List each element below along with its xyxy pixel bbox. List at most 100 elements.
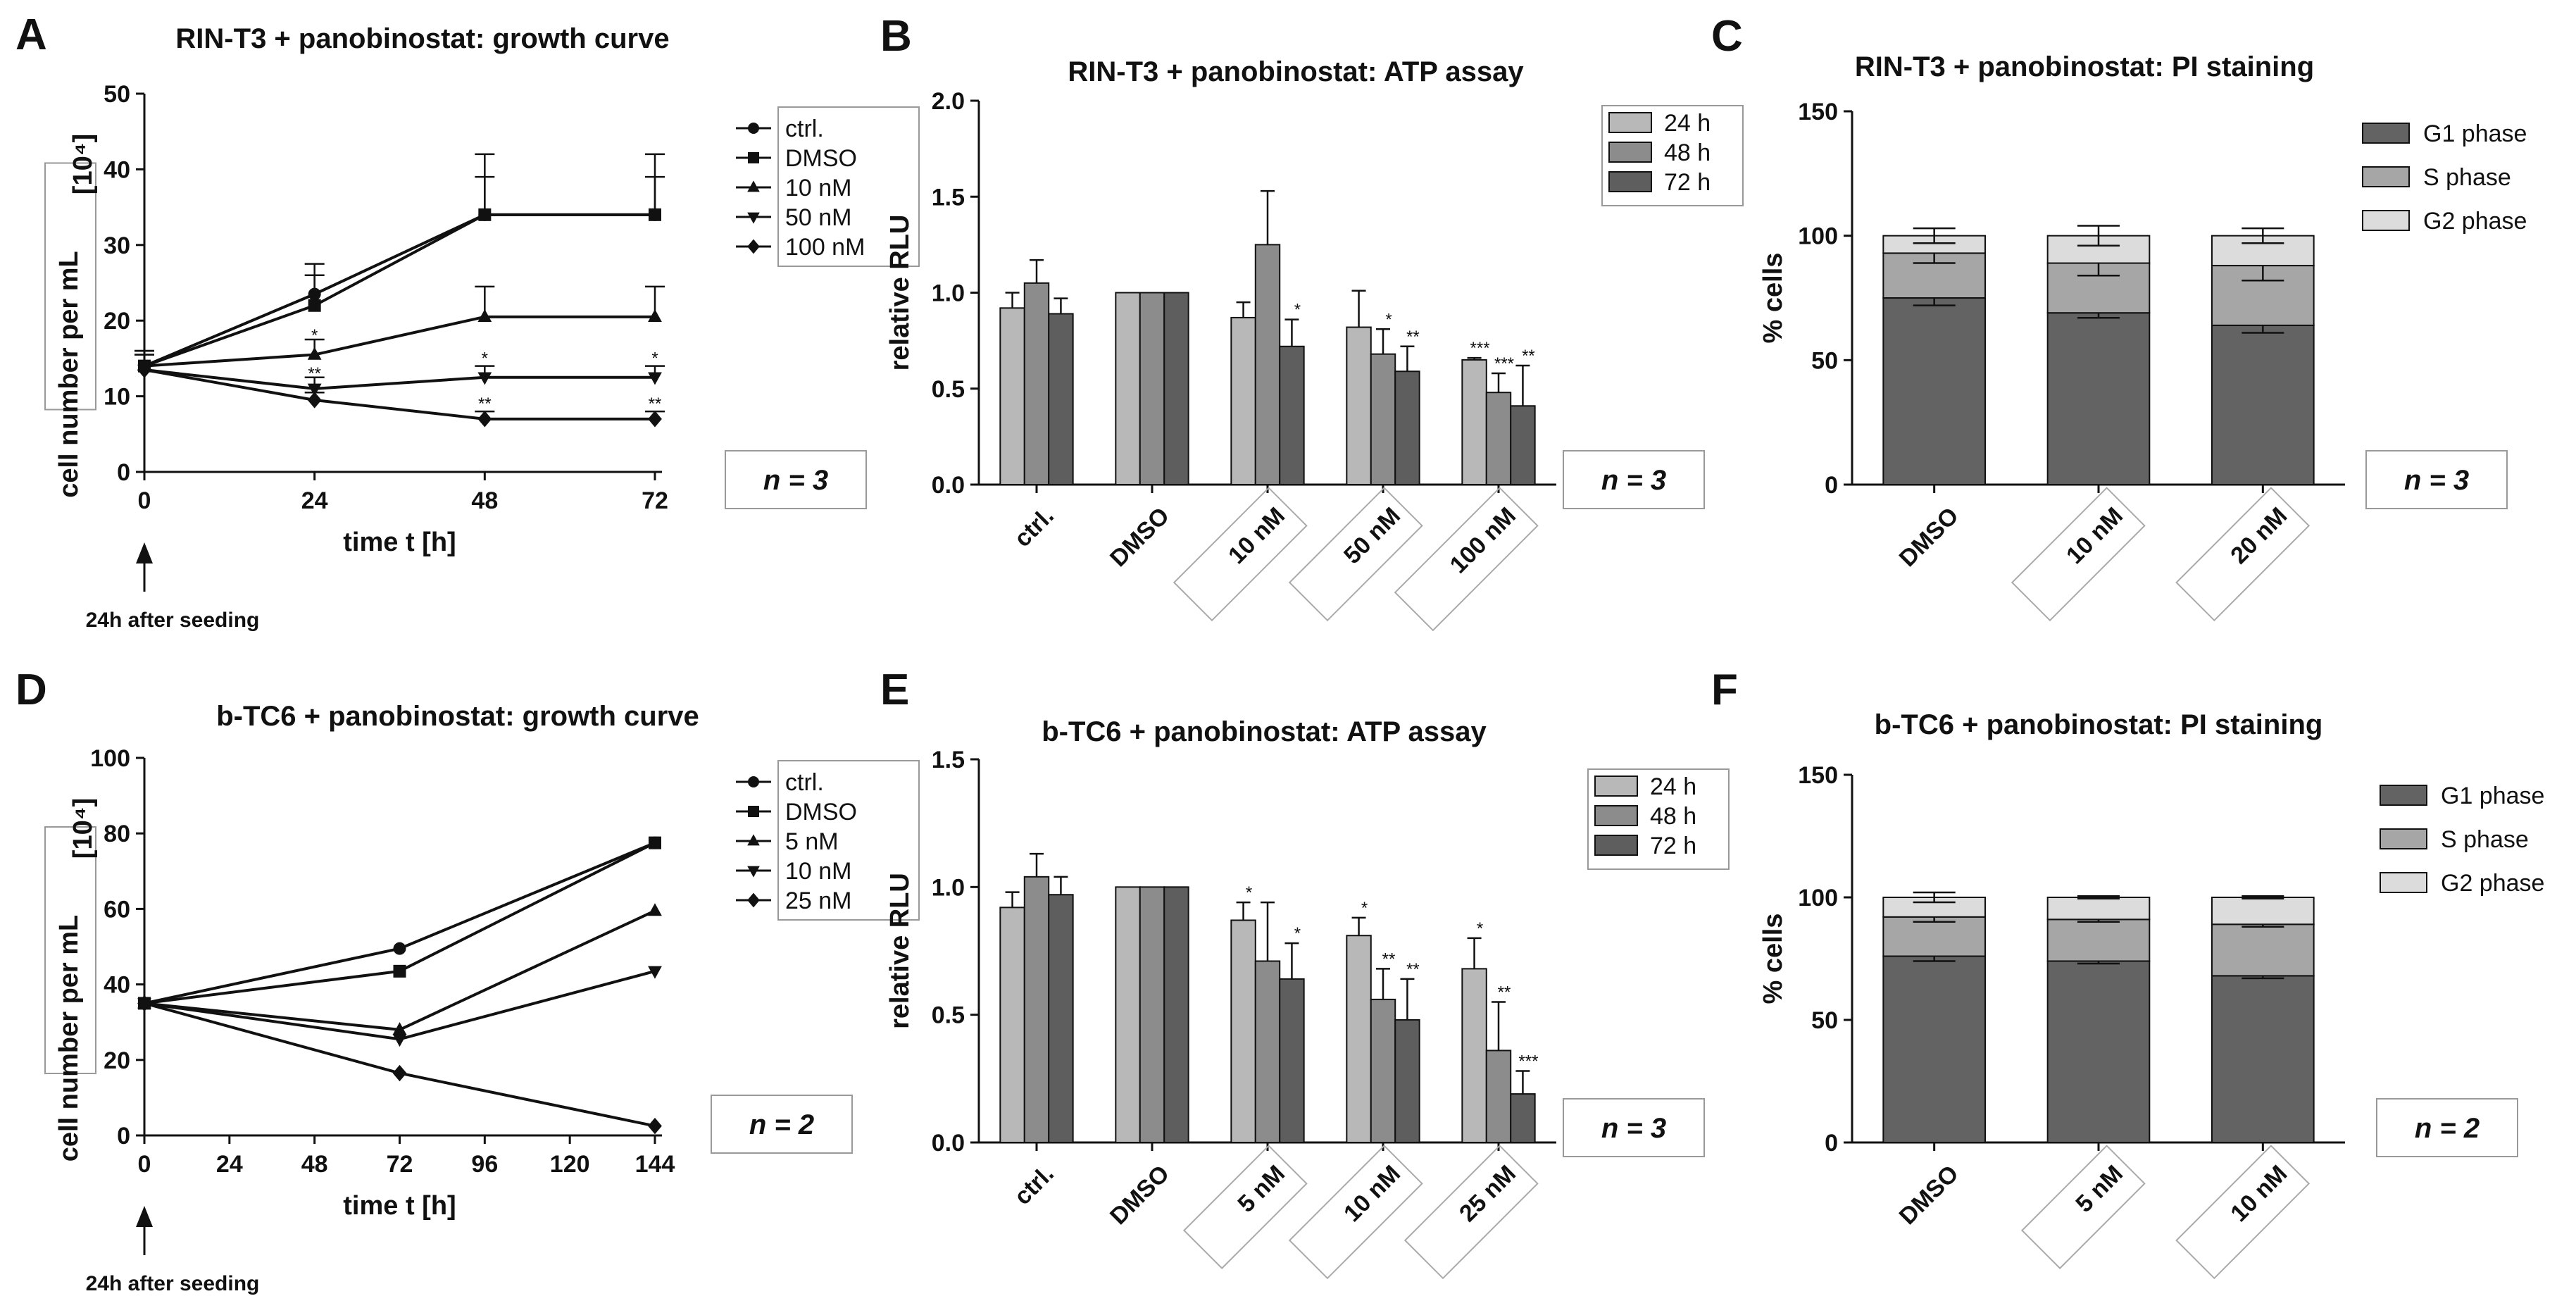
n-label: n = 3 — [1601, 1113, 1666, 1144]
legend-label: 72 h — [1650, 833, 1696, 859]
x-tick-label-box — [1182, 1145, 1308, 1270]
seeding-note: 24h after seeding — [86, 609, 260, 632]
x-tick-label-group: 10 nM — [1288, 1145, 1423, 1280]
data-point — [649, 208, 661, 221]
legend-label: ctrl. — [785, 769, 824, 796]
legend-swatch — [1608, 171, 1652, 192]
x-tick-label: 24 — [301, 487, 328, 514]
y-tick-label: 1.5 — [932, 184, 965, 211]
x-tick-label: DMSO — [1105, 502, 1175, 572]
y-axis-label: relative RLU — [885, 873, 915, 1029]
legend-box — [777, 106, 920, 267]
data-point — [477, 309, 492, 323]
legend-box — [777, 760, 920, 921]
significance-label: ** — [308, 364, 321, 383]
bar — [1370, 998, 1396, 1143]
legend-label: 72 h — [1664, 169, 1711, 196]
y-tick-label: 50 — [104, 81, 130, 108]
legend-marker — [747, 834, 760, 846]
y-axis-unit: [10⁴] — [68, 134, 98, 194]
y-tick-label: 0 — [1825, 472, 1838, 499]
legend-marker — [747, 239, 760, 254]
data-point — [478, 208, 492, 221]
chart-title: RIN-T3 + panobinostat: growth curve — [175, 23, 669, 54]
x-tick-label-group: DMSO — [1894, 1160, 1964, 1230]
data-point — [648, 966, 662, 979]
legend-label: 10 nM — [785, 858, 852, 885]
y-axis-label: cell number per mL — [54, 251, 84, 498]
n-label-box — [725, 450, 867, 509]
x-tick-label: 10 nM — [1223, 502, 1290, 569]
bar — [1510, 1093, 1536, 1144]
series-line-25 nM — [144, 1002, 656, 1128]
x-tick-label-box — [1288, 487, 1423, 622]
x-tick-label: 144 — [635, 1151, 675, 1178]
x-axis-label: time t [h] — [343, 1191, 456, 1221]
x-tick-label-group: 5 nM — [2020, 1145, 2146, 1270]
y-axis-label-box — [44, 162, 96, 411]
legend-marker — [748, 152, 759, 163]
x-tick-label: 50 nM — [1339, 502, 1406, 569]
stacked-bar-segment — [1882, 916, 1986, 957]
y-axis-label: cell number per mL — [54, 915, 84, 1162]
legend-label: ctrl. — [785, 116, 824, 142]
legend-label: S phase — [2423, 164, 2511, 191]
significance-label: * — [1294, 924, 1301, 943]
chart-title: b-TC6 + panobinostat: ATP assay — [1042, 716, 1487, 747]
x-tick-label: 0 — [138, 487, 151, 514]
legend-label: 24 h — [1650, 773, 1696, 800]
bar — [1394, 1019, 1420, 1144]
legend-label: DMSO — [785, 799, 857, 826]
legend-swatch — [2380, 828, 2427, 849]
x-tick-label: ctrl. — [1009, 1160, 1059, 1210]
x-tick-label-group: DMSO — [1105, 502, 1175, 572]
series-line-DMSO — [144, 213, 655, 368]
data-point — [392, 1022, 407, 1035]
chart-title: b-TC6 + panobinostat: PI staining — [1875, 709, 2323, 740]
y-tick-label: 0.5 — [932, 1002, 965, 1029]
y-tick-label: 100 — [1798, 223, 1838, 250]
series-line-ctrl. — [144, 213, 655, 368]
legend-label: S phase — [2441, 826, 2529, 853]
x-tick-label: ctrl. — [1009, 502, 1059, 552]
y-tick-label: 0.0 — [932, 1130, 965, 1157]
series-line-ctrl. — [144, 841, 656, 1005]
stacked-bar-segment — [2046, 918, 2151, 962]
legend-swatch — [2380, 785, 2427, 806]
legend-swatch — [2362, 166, 2410, 187]
legend-swatch — [1594, 835, 1638, 856]
x-tick-label: DMSO — [1894, 502, 1964, 572]
data-point — [648, 1117, 662, 1135]
x-tick-label: 72 — [642, 487, 668, 514]
bar — [1279, 345, 1305, 485]
x-tick-label-group: 20 nM — [2175, 487, 2311, 622]
y-tick-label: 150 — [1798, 99, 1838, 125]
bar — [1023, 876, 1050, 1143]
legend-marker — [747, 212, 760, 224]
legend-swatch — [2380, 872, 2427, 893]
data-point — [307, 347, 322, 360]
data-point — [648, 411, 662, 428]
legend-label: 48 h — [1664, 139, 1711, 166]
legend-marker — [748, 123, 759, 134]
x-tick-label-group: ctrl. — [1009, 1160, 1059, 1210]
legend-marker — [747, 892, 760, 908]
data-point — [137, 361, 151, 378]
y-tick-label: 0.0 — [932, 472, 965, 499]
y-tick-label: 0.5 — [932, 376, 965, 403]
chart-title: b-TC6 + panobinostat: growth curve — [216, 701, 699, 732]
x-tick-label: 20 nM — [2225, 502, 2292, 569]
bar — [1139, 292, 1165, 485]
stacked-bar-segment — [2046, 960, 2151, 1143]
x-tick-label: 96 — [471, 1151, 498, 1178]
panel-label: A — [15, 11, 47, 59]
y-tick-label: 1.0 — [932, 280, 965, 307]
data-point — [648, 309, 662, 323]
y-tick-label: 50 — [1811, 347, 1838, 374]
legend-label: 24 h — [1664, 110, 1711, 137]
legend-swatch — [2362, 123, 2410, 144]
chart-title: RIN-T3 + panobinostat: ATP assay — [1068, 56, 1524, 87]
stacked-bar-segment — [2211, 975, 2315, 1143]
n-label: n = 3 — [1601, 465, 1666, 496]
y-axis-label: relative RLU — [885, 215, 915, 371]
